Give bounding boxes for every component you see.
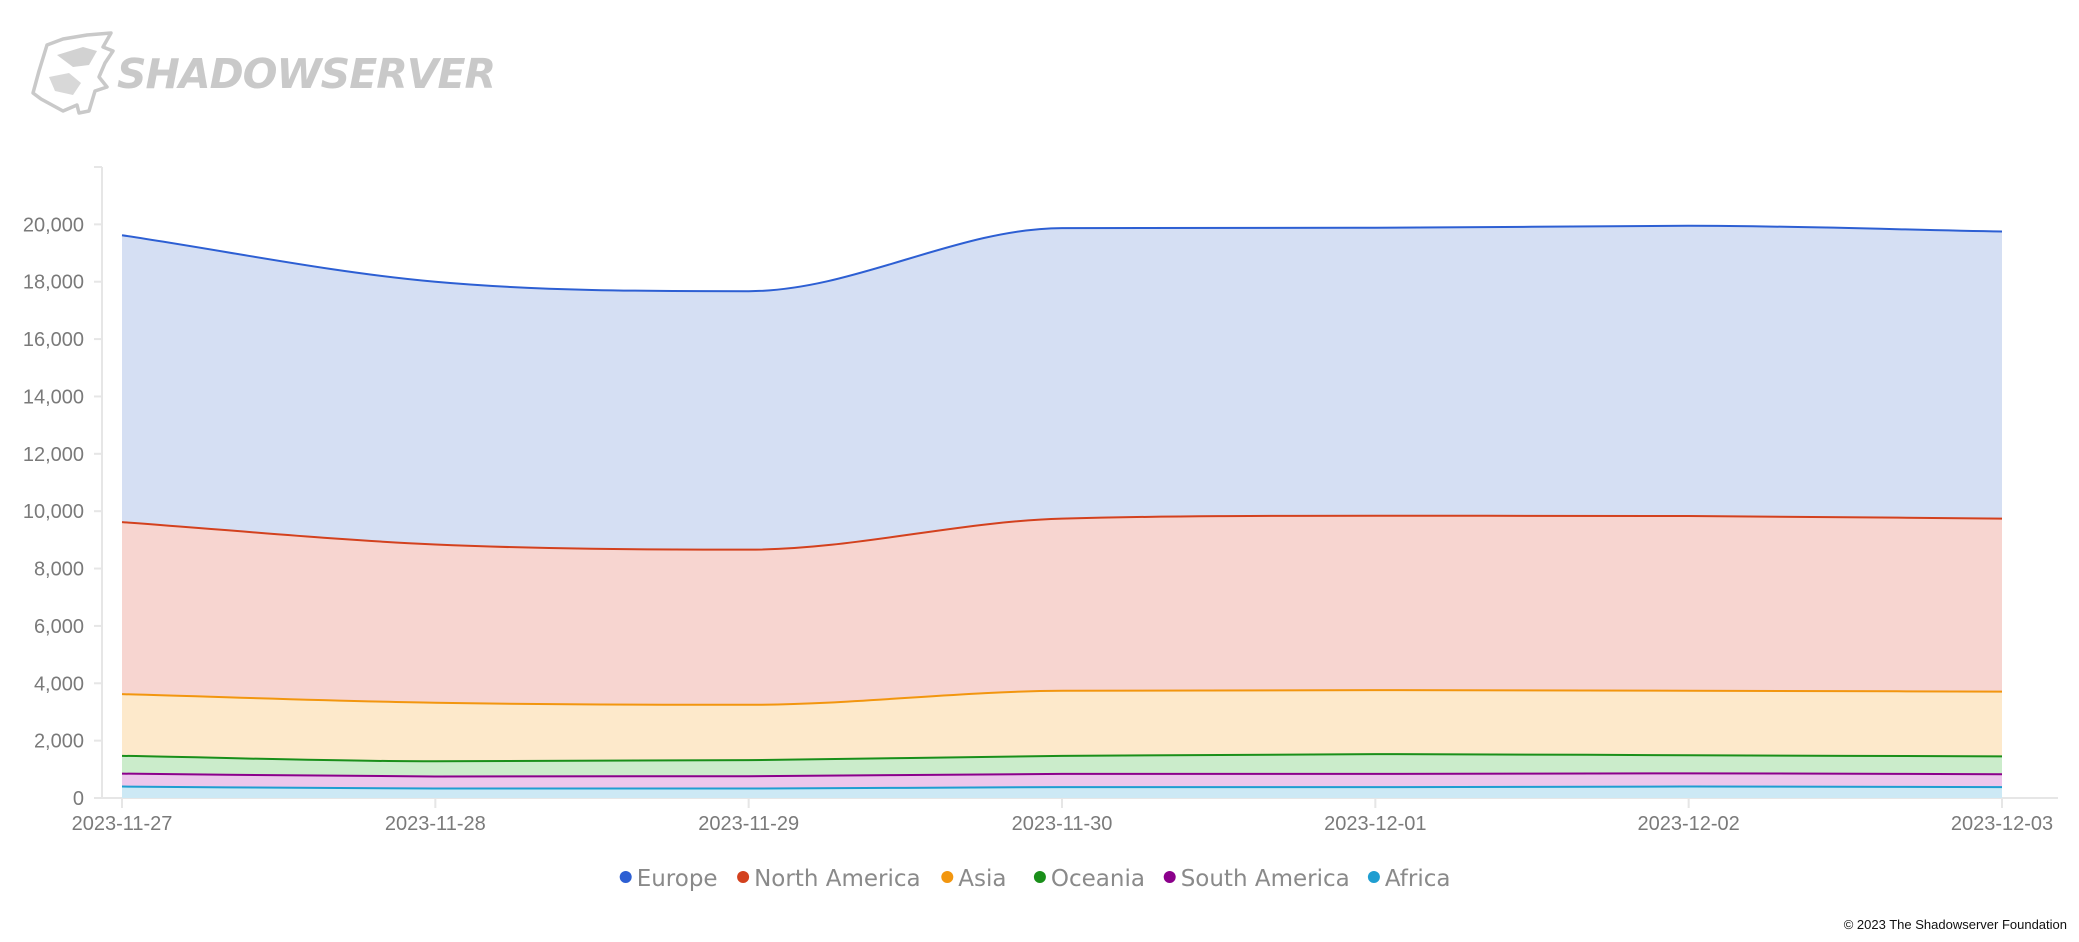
area-series (122, 225, 2002, 798)
area-north-america (122, 515, 2002, 705)
logo-text: SHADOWSERVER (117, 50, 495, 98)
series-lines (121, 224, 2003, 790)
y-tick-label: 6,000 (34, 616, 84, 638)
line-europe (121, 224, 2003, 293)
legend-item-asia[interactable]: Asia (941, 866, 1007, 892)
y-tick-label: 14,000 (23, 386, 84, 408)
y-tick-label: 18,000 (23, 272, 84, 294)
legend-dot-europe (619, 871, 632, 883)
y-tick-label: 8,000 (34, 559, 84, 581)
area-europe (122, 225, 2002, 550)
legend-dot-north-america (737, 871, 750, 883)
legend-dot-south-america (1163, 871, 1176, 883)
y-tick-label: 4,000 (34, 673, 84, 695)
legend-item-oceania[interactable]: Oceania (1033, 866, 1145, 892)
legend-dot-asia (941, 871, 954, 883)
area-oceania (122, 754, 2002, 777)
legend: Europe North America Asia Oceania South Amer… (619, 866, 1451, 892)
y-ticks: 0 2,000 4,000 6,000 8,000 10,000 12,000 14,000 1… (23, 166, 102, 810)
shadowserver-logo: SHADOWSERVER (31, 31, 496, 115)
legend-dot-oceania (1033, 871, 1046, 883)
x-ticks: 2023-11-27 2023-11-28 2023-11-29 2023-11-30… (72, 798, 2053, 835)
legend-label-south-america: South America (1181, 866, 1350, 892)
legend-label-africa: Africa (1385, 866, 1451, 892)
legend-label-north-america: North America (754, 866, 921, 892)
line-north-america (121, 514, 2003, 551)
y-tick-label: 0 (73, 788, 84, 810)
x-tick-label: 2023-11-28 (385, 813, 486, 835)
area-asia (122, 690, 2002, 762)
legend-item-south-america[interactable]: South America (1163, 866, 1350, 892)
legend-dot-africa (1367, 871, 1380, 883)
y-tick-label: 10,000 (23, 501, 84, 523)
line-oceania (121, 753, 2003, 763)
x-tick-label: 2023-11-27 (72, 813, 173, 835)
x-tick-label: 2023-12-03 (1951, 813, 2053, 835)
legend-item-north-america[interactable]: North America (737, 866, 921, 892)
y-tick-label: 12,000 (23, 444, 84, 466)
x-tick-label: 2023-11-29 (698, 813, 799, 835)
line-africa (121, 785, 2003, 790)
shadowserver-wolf-icon (31, 31, 115, 115)
legend-label-europe: Europe (637, 866, 718, 892)
x-tick-label: 2023-12-02 (1638, 813, 1740, 835)
x-tick-label: 2023-11-30 (1012, 813, 1113, 835)
y-tick-label: 16,000 (23, 329, 84, 351)
y-tick-label: 20,000 (23, 214, 84, 236)
legend-item-africa[interactable]: Africa (1367, 866, 1451, 892)
line-south-america (121, 772, 2003, 778)
copyright-text: © 2023 The Shadowserver Foundation (1843, 917, 2067, 932)
legend-item-europe[interactable]: Europe (619, 866, 718, 892)
y-tick-label: 2,000 (34, 731, 84, 753)
legend-label-oceania: Oceania (1051, 866, 1145, 892)
x-tick-label: 2023-12-01 (1324, 813, 1426, 835)
legend-label-asia: Asia (958, 866, 1006, 892)
line-asia (121, 689, 2003, 706)
